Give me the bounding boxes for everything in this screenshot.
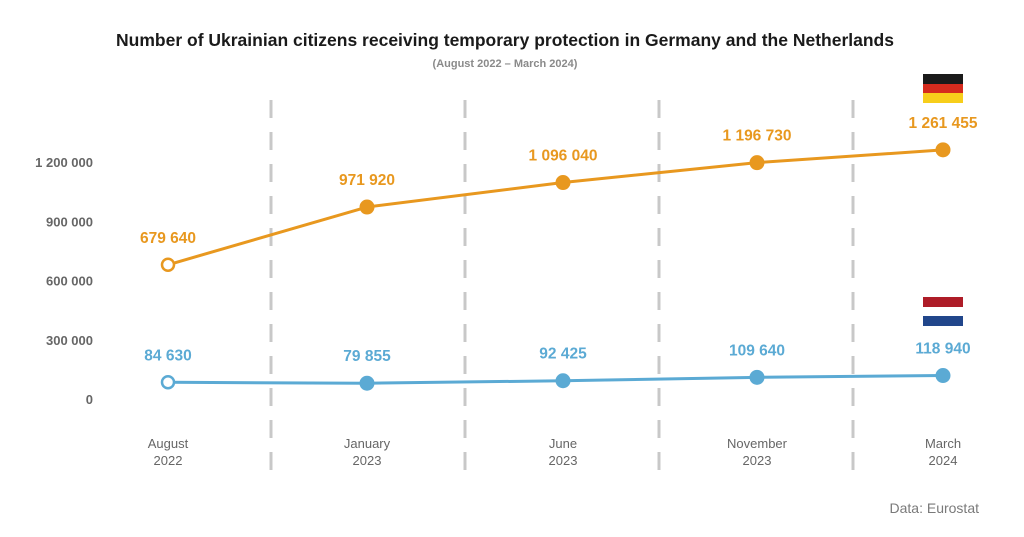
y-tick-label: 600 000 (46, 274, 93, 289)
chart-subtitle: (August 2022 – March 2024) (432, 58, 578, 70)
x-tick-label: 2022 (154, 453, 183, 468)
netherlands-data-label: 92 425 (539, 346, 587, 363)
x-tick-label: 2024 (929, 453, 958, 468)
germany-data-point (359, 199, 375, 215)
x-tick-label: 2023 (353, 453, 382, 468)
netherlands-series-line (167, 374, 944, 385)
x-axis: August 2022 January 2023 June 2023 November 202… (148, 436, 961, 468)
y-tick-label: 1 200 000 (35, 155, 93, 170)
x-tick-label: January (344, 436, 391, 451)
flag-stripe (923, 297, 963, 307)
germany-data-point (749, 155, 765, 171)
x-tick-label: 2023 (743, 453, 772, 468)
flag-stripe (923, 93, 963, 103)
netherlands-data-label: 118 940 (915, 341, 970, 358)
grid-layer (269, 100, 855, 484)
y-tick-label: 300 000 (46, 333, 93, 348)
x-tick-label: 2023 (549, 453, 578, 468)
y-axis: 0 300 000 600 000 900 000 1 200 000 (35, 155, 93, 407)
netherlands-data-point (555, 373, 571, 389)
x-tick-label: June (549, 436, 577, 451)
germany-data-point (935, 142, 951, 158)
x-tick-label: August (148, 436, 189, 451)
netherlands-data-label: 84 630 (144, 347, 191, 364)
netherlands-data-label: 109 640 (729, 342, 785, 359)
netherlands-data-label: 79 855 (343, 348, 391, 365)
germany-data-point (555, 175, 571, 191)
netherlands-data-point (749, 369, 765, 385)
germany-data-label: 1 096 040 (529, 148, 598, 165)
chart-title: Number of Ukrainian citizens receiving t… (116, 30, 894, 50)
flag-stripe (923, 74, 963, 84)
germany-data-label: 971 920 (339, 172, 395, 189)
netherlands-data-point (359, 375, 375, 391)
x-tick-label: November (727, 436, 788, 451)
y-tick-label: 900 000 (46, 214, 93, 229)
flag-stripe (923, 306, 963, 316)
germany-data-point (160, 257, 176, 273)
data-source: Data: Eurostat (889, 500, 980, 516)
x-tick-label: March (925, 436, 961, 451)
germany-series-line (167, 148, 944, 267)
germany-flag-icon (923, 74, 963, 103)
germany-data-label: 679 640 (140, 230, 196, 247)
flag-stripe (923, 83, 963, 93)
netherlands-data-point (935, 368, 951, 384)
series-layer: 679 640 971 920 1 096 040 1 196 730 1 261 45… (140, 115, 978, 391)
netherlands-data-point (160, 375, 176, 390)
germany-data-label: 1 196 730 (723, 128, 792, 145)
flag-stripe (923, 316, 963, 326)
netherlands-flag-icon (923, 297, 963, 326)
y-tick-label: 0 (86, 392, 93, 407)
germany-data-label: 1 261 455 (909, 115, 978, 132)
